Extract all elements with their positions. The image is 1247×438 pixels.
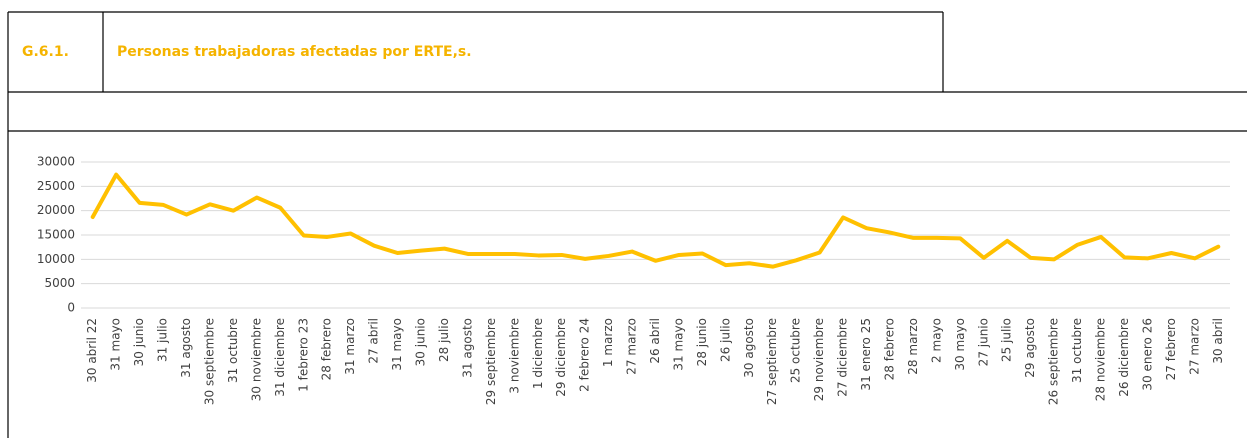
x-tick-label: 30 mayo (953, 318, 967, 371)
x-tick-label: 27 junio (976, 318, 990, 366)
x-tick-label: 31 octubre (226, 318, 240, 383)
x-tick-label: 30 noviembre (249, 318, 263, 401)
x-tick-label: 3 noviembre (507, 318, 521, 394)
x-tick-label: 30 enero 26 (1140, 318, 1154, 391)
x-tick-label: 30 junio (414, 318, 428, 366)
x-tick-label: 28 marzo (906, 318, 920, 375)
x-tick-label: 26 diciembre (1117, 318, 1131, 397)
x-tick-label: 27 febrero (1164, 318, 1178, 380)
x-tick-label: 29 agosto (1023, 318, 1037, 378)
y-tick-label: 10000 (37, 252, 75, 266)
x-tick-label: 29 diciembre (554, 318, 568, 397)
x-tick-label: 2 mayo (929, 318, 943, 363)
x-tick-label: 28 julio (437, 318, 451, 362)
x-tick-label: 1 febrero 23 (296, 318, 310, 392)
y-tick-label: 0 (67, 301, 75, 315)
x-tick-label: 28 noviembre (1094, 318, 1108, 401)
x-tick-label: 27 abril (367, 318, 381, 364)
y-tick-label: 25000 (37, 179, 75, 193)
x-tick-label: 30 agosto (742, 318, 756, 378)
x-tick-label: 27 marzo (1187, 318, 1201, 375)
x-tick-label: 30 junio (132, 318, 146, 366)
x-tick-label: 31 octubre (1070, 318, 1084, 383)
x-tick-label: 28 junio (695, 318, 709, 366)
y-tick-label: 15000 (37, 228, 75, 242)
y-tick-label: 5000 (44, 276, 75, 290)
y-tick-label: 20000 (37, 203, 75, 217)
y-tick-label: 30000 (37, 155, 75, 169)
x-tick-label: 28 febrero (320, 318, 334, 380)
x-tick-label: 27 septiembre (765, 318, 779, 405)
x-tick-label: 31 mayo (671, 318, 685, 371)
data-line (90, 172, 1221, 269)
x-tick-label: 29 septiembre (484, 318, 498, 405)
x-tick-label: 31 agosto (179, 318, 193, 378)
x-tick-label: 25 octubre (789, 318, 803, 383)
x-tick-label: 26 julio (718, 318, 732, 362)
figure-code: G.6.1. (22, 44, 69, 60)
x-tick-label: 28 febrero (882, 318, 896, 380)
figure-title: Personas trabajadoras afectadas por ERTE… (117, 44, 472, 60)
x-tick-label: 26 septiembre (1047, 318, 1061, 405)
x-tick-label: 27 marzo (625, 318, 639, 375)
x-tick-label: 1 diciembre (531, 318, 545, 389)
x-tick-label: 31 marzo (343, 318, 357, 375)
x-tick-label: 1 marzo (601, 318, 615, 367)
x-tick-label: 31 julio (156, 318, 170, 362)
x-tick-label: 30 septiembre (202, 318, 216, 405)
x-tick-label: 2 febrero 24 (578, 318, 592, 392)
x-tick-label: 31 mayo (109, 318, 123, 371)
x-tick-label: 26 abril (648, 318, 662, 364)
x-tick-label: 27 diciembre (836, 318, 850, 397)
x-tick-label: 30 abril 22 (85, 318, 99, 383)
x-tick-label: 31 agosto (460, 318, 474, 378)
x-tick-label: 31 diciembre (273, 318, 287, 397)
x-tick-label: 30 abril (1211, 318, 1225, 364)
x-tick-label: 31 enero 25 (859, 318, 873, 391)
x-tick-label: 25 julio (1000, 318, 1014, 362)
x-tick-label: 31 mayo (390, 318, 404, 371)
x-tick-label: 29 noviembre (812, 318, 826, 401)
